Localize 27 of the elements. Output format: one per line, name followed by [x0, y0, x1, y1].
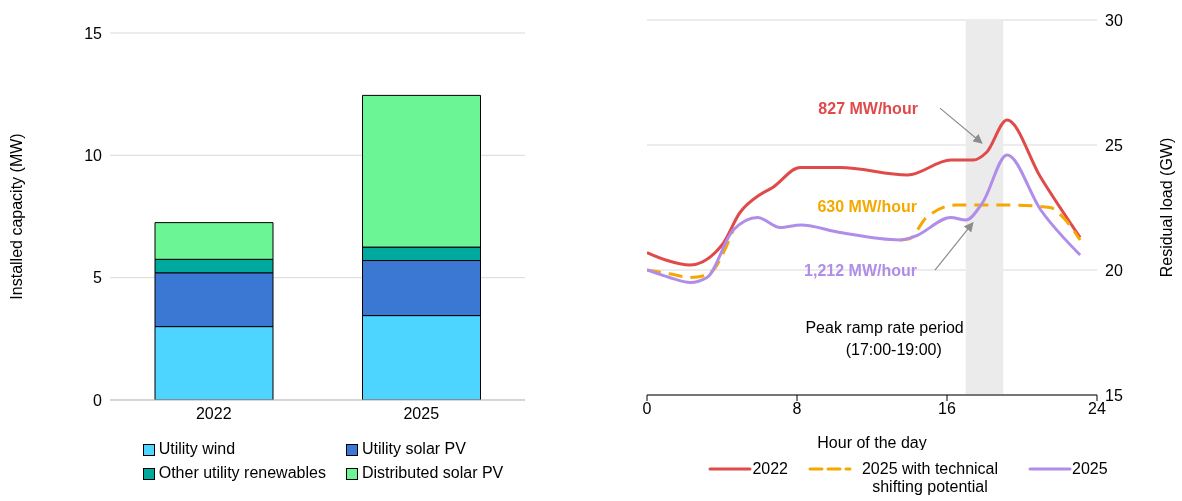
- y-tick-label: 10: [84, 147, 103, 165]
- y2-tick-label: 15: [1105, 386, 1123, 404]
- y-tick-label: 15: [84, 24, 103, 42]
- annotation: 827 MW/hour: [818, 100, 918, 118]
- y2-tick-label: 25: [1105, 136, 1123, 154]
- y2-tick-label: 20: [1105, 261, 1123, 279]
- y2-axis-title: Residual load (GW): [1157, 137, 1175, 278]
- x-tick-label: 0: [642, 400, 652, 418]
- line-series: [647, 153, 1082, 284]
- y2-tick-label: 30: [1105, 11, 1123, 29]
- x-tick-label: 24: [1088, 400, 1106, 418]
- legend-label: 2022: [752, 460, 788, 478]
- x-tick-label: 8: [792, 400, 802, 418]
- legend-label: 2025: [1072, 460, 1108, 478]
- x-tick-label: 2022: [195, 405, 232, 423]
- y-axis-title: Installed capacity (MW): [7, 133, 25, 300]
- x-tick-label: 16: [938, 400, 956, 418]
- legend-label: Distributed solar PV: [361, 464, 504, 482]
- legend-label: Utility wind: [158, 440, 236, 458]
- legend-label: Utility solar PV: [361, 440, 466, 458]
- legend-label: 2025 with technical shifting potential: [860, 460, 1000, 496]
- legend-label: Other utility renewables: [158, 464, 326, 482]
- x-tick-label: 2025: [403, 405, 440, 423]
- annotation: 630 MW/hour: [817, 198, 917, 215]
- band-label: Peak ramp rate period (17:00-19:00): [805, 319, 964, 358]
- annotation: 1,212 MW/hour: [804, 262, 917, 280]
- y-tick-label: 5: [93, 269, 103, 287]
